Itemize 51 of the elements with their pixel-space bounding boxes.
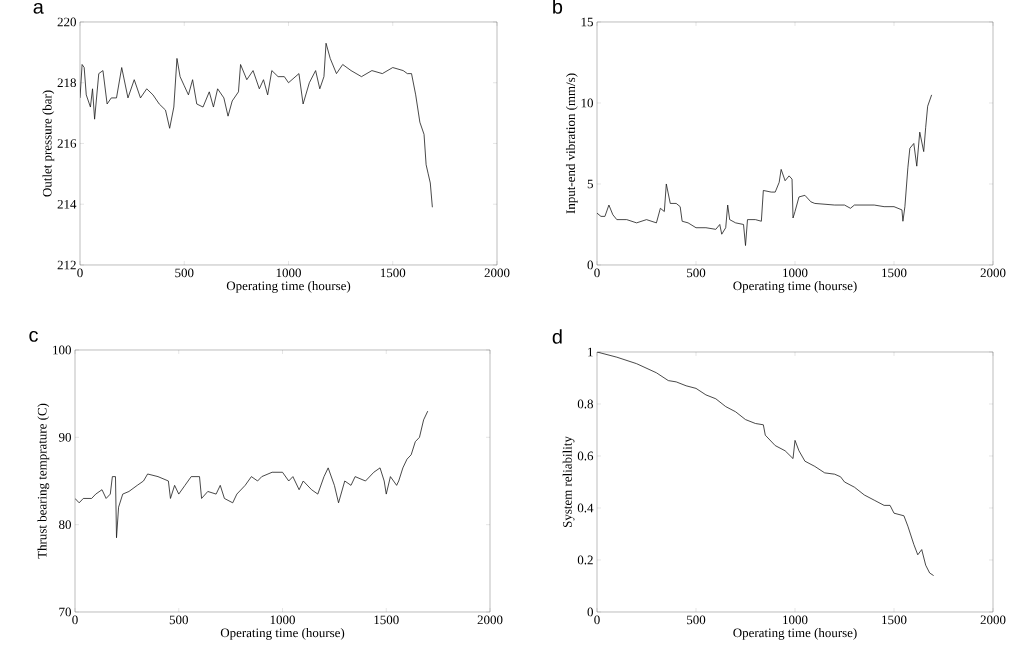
x-tick-label: 2000: [980, 615, 1006, 625]
x-tick-label: 1500: [882, 268, 907, 278]
chart-title: b: [553, 0, 563, 14]
y-tick-label: 15: [581, 17, 593, 27]
y-tick-label: 70: [59, 607, 71, 617]
x-tick-label: 500: [169, 615, 188, 625]
x-tick-label: 1000: [270, 615, 295, 625]
chart-title: a: [33, 2, 44, 14]
x-tick-label: 1500: [882, 615, 907, 625]
y-tick-label: 218: [57, 78, 76, 88]
y-tick-label: 10: [581, 98, 593, 108]
x-tick-label: 500: [687, 268, 706, 278]
line-series: [597, 94, 933, 246]
chart-title: c: [29, 330, 38, 342]
y-tick-label: 0: [587, 607, 593, 617]
x-tick-label: 2000: [484, 268, 510, 278]
y-tick-label: 0.2: [577, 555, 593, 565]
x-axis-title: Operating time (hourse): [733, 628, 857, 640]
x-tick-label: 1000: [783, 268, 808, 278]
x-tick-label: 1000: [783, 615, 808, 625]
y-axis-title: Thrust bearing temprature (C): [37, 403, 50, 559]
x-axis-title: Operating time (hourse): [226, 281, 351, 293]
x-axis-title: Operating time (hourse): [733, 281, 857, 293]
y-tick-label: 0.6: [577, 451, 594, 461]
y-tick-label: 90: [58, 432, 71, 442]
y-tick-label: 80: [59, 520, 71, 530]
x-tick-label: 1000: [276, 268, 301, 278]
y-tick-label: 212: [57, 260, 76, 270]
line-series: [597, 351, 935, 576]
y-tick-label: 214: [57, 199, 77, 209]
x-tick-label: 500: [175, 268, 194, 278]
x-tick-label: 2000: [477, 615, 503, 625]
x-tick-label: 2000: [980, 268, 1006, 278]
y-axis-title: System reliability: [562, 436, 575, 527]
y-tick-label: 220: [57, 17, 76, 27]
x-tick-label: 1500: [380, 268, 406, 278]
y-tick-label: 0.4: [577, 503, 594, 513]
chart-title: d: [552, 329, 562, 344]
y-axis-title: Input-end vibration (mm/s): [565, 73, 578, 214]
y-tick-label: 1: [588, 347, 593, 357]
y-tick-label: 0: [587, 260, 593, 270]
line-series: [80, 42, 433, 208]
x-tick-label: 500: [687, 615, 706, 625]
y-tick-label: 0.8: [577, 399, 593, 409]
y-tick-label: 5: [587, 179, 593, 189]
y-tick-label: 216: [57, 139, 77, 148]
y-tick-label: 100: [53, 345, 71, 355]
x-axis-title: Operating time (hourse): [220, 628, 345, 640]
x-tick-label: 1500: [374, 615, 399, 625]
y-axis-title: Outlet pressure (bar): [42, 90, 55, 197]
line-series: [75, 410, 429, 539]
